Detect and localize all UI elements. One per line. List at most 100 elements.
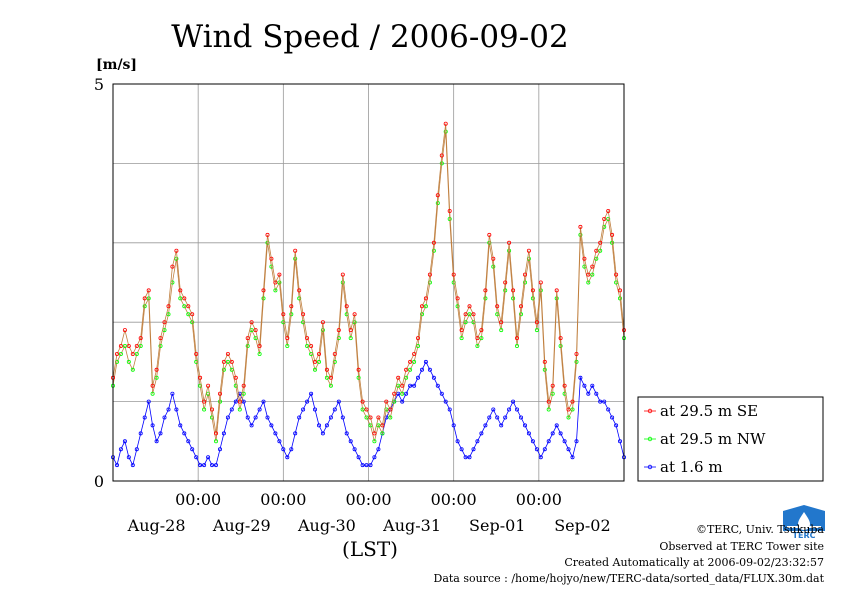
legend-label-se: at 29.5 m SE [660, 402, 758, 420]
data-point-se [154, 367, 159, 372]
data-point-se [225, 351, 230, 356]
data-point-sfc [174, 407, 179, 412]
data-point-nw [312, 367, 317, 372]
data-point-nw [475, 343, 480, 348]
data-point-se [519, 304, 524, 309]
data-point-se [408, 359, 413, 364]
data-point-se [118, 343, 123, 348]
data-point-nw [174, 256, 179, 261]
data-point-se [586, 272, 591, 277]
data-point-sfc [182, 431, 187, 436]
data-point-sfc [459, 447, 464, 452]
data-point-sfc [249, 423, 254, 428]
data-point-se [515, 336, 520, 341]
data-point-sfc [558, 431, 563, 436]
data-point-nw [483, 296, 488, 301]
data-point-sfc [297, 415, 302, 420]
data-point-se [170, 264, 175, 269]
legend-box [637, 396, 824, 482]
data-point-se [459, 328, 464, 333]
data-point-sfc [122, 439, 127, 444]
data-point-sfc [158, 431, 163, 436]
data-point-se [209, 407, 214, 412]
data-point-nw [202, 407, 207, 412]
data-point-nw [499, 328, 504, 333]
data-point-se [174, 248, 179, 253]
data-point-se [206, 383, 211, 388]
data-point-se [590, 264, 595, 269]
data-point-nw [182, 304, 187, 309]
data-point-sfc [586, 391, 591, 396]
data-point-nw [328, 383, 333, 388]
data-point-se [534, 320, 539, 325]
x-tick-day-label: Sep-01 [469, 516, 525, 535]
series-line-nw [112, 131, 625, 442]
data-point-nw [356, 375, 361, 380]
data-point-sfc [554, 423, 559, 428]
data-point-se [526, 248, 531, 253]
data-point-se [122, 328, 127, 333]
data-point-se [427, 272, 432, 277]
data-point-sfc [273, 431, 278, 436]
data-point-sfc [253, 415, 258, 420]
legend-marker-se [647, 408, 653, 414]
data-point-sfc [309, 391, 314, 396]
data-point-sfc [400, 399, 405, 404]
legend-label-nw: at 29.5 m NW [660, 430, 766, 448]
data-point-sfc [515, 407, 520, 412]
data-point-se [265, 232, 270, 237]
data-point-sfc [507, 407, 512, 412]
data-point-nw [419, 312, 424, 317]
data-point-nw [320, 328, 325, 333]
x-tick-time-label: 00:00 [345, 490, 391, 509]
data-point-sfc [562, 439, 567, 444]
data-point-se [404, 367, 409, 372]
data-point-se [423, 296, 428, 301]
data-point-se [269, 256, 274, 261]
data-point-sfc [590, 383, 595, 388]
data-point-sfc [542, 447, 547, 452]
data-point-nw [178, 296, 183, 301]
data-point-sfc [305, 399, 310, 404]
data-point-se [150, 383, 155, 388]
data-point-se [431, 240, 436, 245]
series-sfc [111, 359, 627, 468]
data-point-nw [511, 296, 516, 301]
data-point-sfc [487, 415, 492, 420]
data-point-nw [594, 256, 599, 261]
data-point-sfc [443, 399, 448, 404]
data-point-sfc [257, 407, 262, 412]
data-point-sfc [534, 447, 539, 452]
data-point-se [261, 288, 266, 293]
data-point-nw [447, 216, 452, 221]
data-point-nw [423, 304, 428, 309]
data-point-nw [459, 336, 464, 341]
data-point-sfc [598, 399, 603, 404]
data-point-sfc [526, 431, 531, 436]
data-point-sfc [225, 415, 230, 420]
data-point-se [578, 224, 583, 229]
data-point-se [158, 336, 163, 341]
data-point-se [419, 304, 424, 309]
data-point-sfc [344, 431, 349, 436]
data-point-nw [439, 161, 444, 166]
data-point-se [360, 399, 365, 404]
data-point-sfc [324, 423, 329, 428]
data-point-se [115, 351, 120, 356]
data-point-se [328, 375, 333, 380]
data-point-sfc [364, 463, 369, 468]
data-point-nw [150, 391, 155, 396]
data-point-se [356, 367, 361, 372]
x-tick-day-label: Aug-31 [382, 516, 441, 535]
data-point-se [606, 208, 611, 213]
data-point-sfc [130, 463, 135, 468]
data-point-sfc [519, 415, 524, 420]
data-point-se [594, 248, 599, 253]
data-point-sfc [209, 463, 214, 468]
data-point-se [530, 288, 535, 293]
data-point-se [467, 304, 472, 309]
data-point-se [293, 248, 298, 253]
data-point-sfc [194, 455, 199, 460]
data-point-se [249, 320, 254, 325]
